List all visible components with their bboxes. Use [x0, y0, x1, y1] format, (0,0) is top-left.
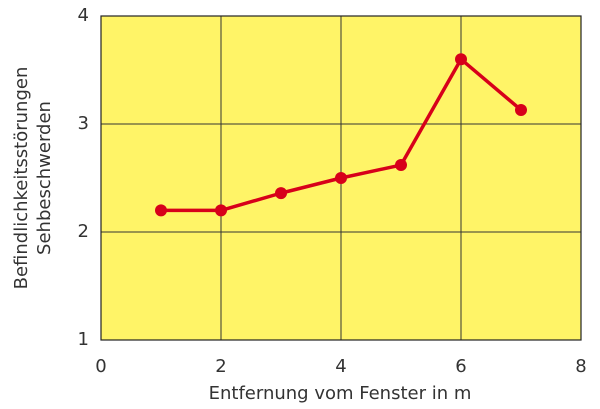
data-point	[215, 204, 227, 217]
x-tick-label: 2	[215, 356, 226, 377]
y-tick-label: 1	[78, 329, 89, 350]
axis-labels: Entfernung vom Fenster in m Befindlichke…	[11, 67, 471, 404]
y-tick-label: 2	[78, 221, 89, 242]
data-point	[455, 53, 467, 66]
y-axis-label: Sehbeschwerden	[34, 101, 55, 255]
y-tick-label: 4	[78, 5, 89, 26]
data-point	[275, 187, 287, 200]
data-point	[335, 172, 347, 184]
data-point	[155, 204, 167, 217]
x-tick-label: 6	[455, 356, 466, 377]
y-tick-label: 3	[78, 113, 89, 134]
data-point	[515, 103, 527, 116]
plot-border	[100, 15, 582, 341]
x-tick-label: 4	[335, 356, 346, 377]
x-tick-label: 8	[575, 356, 586, 377]
data-point	[395, 159, 407, 172]
x-tick-label: 0	[95, 356, 106, 377]
x-axis-label: Entfernung vom Fenster in m	[209, 383, 472, 404]
y-axis-label: Befindlichkeitsstörungen	[11, 67, 32, 290]
